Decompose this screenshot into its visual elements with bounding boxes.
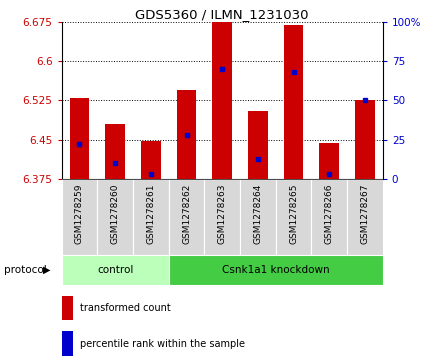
Bar [62, 179, 97, 255]
Bar [62, 255, 169, 285]
Bar [177, 90, 196, 179]
Text: GSM1278265: GSM1278265 [289, 184, 298, 244]
Text: ▶: ▶ [43, 265, 51, 275]
Text: GSM1278259: GSM1278259 [75, 184, 84, 244]
Bar [355, 100, 375, 179]
Bar [240, 179, 276, 255]
Title: GDS5360 / ILMN_1231030: GDS5360 / ILMN_1231030 [136, 8, 309, 21]
Bar [248, 111, 268, 179]
Bar [204, 179, 240, 255]
Bar [312, 179, 347, 255]
Bar [319, 143, 339, 179]
Bar [62, 331, 73, 356]
Bar [169, 255, 383, 285]
Text: GSM1278261: GSM1278261 [147, 184, 155, 244]
Text: GSM1278266: GSM1278266 [325, 184, 334, 244]
Text: Csnk1a1 knockdown: Csnk1a1 knockdown [222, 265, 330, 275]
Text: GSM1278263: GSM1278263 [218, 184, 227, 244]
Text: protocol: protocol [4, 265, 47, 275]
Text: GSM1278260: GSM1278260 [110, 184, 120, 244]
Bar [284, 25, 304, 179]
Bar [70, 98, 89, 179]
Text: percentile rank within the sample: percentile rank within the sample [80, 339, 245, 349]
Bar [213, 22, 232, 179]
Bar [62, 295, 73, 321]
Bar [105, 124, 125, 179]
Bar [141, 141, 161, 179]
Text: GSM1278264: GSM1278264 [253, 184, 262, 244]
Bar [133, 179, 169, 255]
Bar [347, 179, 383, 255]
Bar [169, 179, 204, 255]
Bar [276, 179, 312, 255]
Bar [97, 179, 133, 255]
Text: GSM1278262: GSM1278262 [182, 184, 191, 244]
Text: control: control [97, 265, 133, 275]
Text: transformed count: transformed count [80, 303, 170, 313]
Text: GSM1278267: GSM1278267 [360, 184, 370, 244]
